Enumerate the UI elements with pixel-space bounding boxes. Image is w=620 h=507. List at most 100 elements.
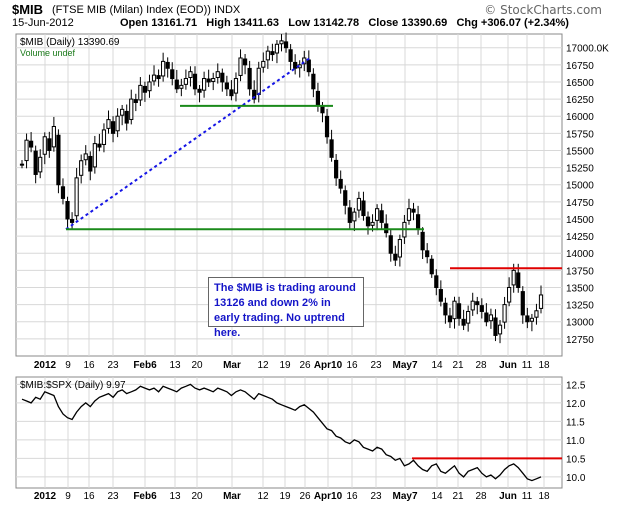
candle [529,313,534,332]
candle-body [324,115,330,138]
candle-body [466,310,471,324]
candle [525,307,530,329]
x-tick-label: 20 [191,491,203,502]
candle-body [242,58,248,66]
candle [83,145,88,166]
candle-body [238,57,243,76]
candle-body [88,155,93,172]
candle [470,292,475,316]
candle-body [470,300,475,311]
x-tick-label: 21 [452,360,464,371]
candle-body [69,218,75,223]
candle-body [479,305,484,312]
candle-body [211,78,216,82]
candle [242,54,248,75]
y-tick-label: 15000 [566,181,594,192]
y-tick-label: 12750 [566,335,594,346]
candle [197,85,202,103]
x-tick-label: 12 [257,491,269,502]
candle-body [247,67,252,90]
y-tick-label: 14750 [566,198,594,209]
y-tick-label: 10.5 [566,454,586,465]
x-tick-label: 18 [538,491,550,502]
candle [74,168,79,221]
candle [425,243,430,264]
ratio-legend: $MIB:$SPX (Daily) 9.97 [20,380,126,391]
candle [29,132,34,153]
candle-body [343,190,348,206]
x-tick-label: 12 [257,360,269,371]
candle-body [493,317,498,336]
candle [179,78,184,97]
candle-body [411,208,416,213]
candle-body [224,82,229,90]
candle [106,110,111,134]
candle-body [179,84,184,89]
candle [211,72,216,91]
x-tick-label: Mar [223,491,241,502]
candle [475,296,480,315]
candle [306,50,311,77]
x-tick-label: 16 [346,360,358,371]
chg-value: +306.07 (+2.34%) [480,17,569,29]
candle [192,66,198,96]
candle-body [165,61,170,69]
candle [279,34,284,52]
candle [365,211,371,235]
y-tick-label: 17000.0K [566,44,609,55]
y-tick-label: 14500 [566,215,594,226]
x-tick-label: May7 [392,491,417,502]
candle-body [115,115,120,132]
candle-body [452,300,457,320]
x-tick-label: 16 [346,491,358,502]
candle-body [261,60,266,68]
y-tick-label: 16750 [566,61,594,72]
y-tick-label: 14000 [566,249,594,260]
candle-body [525,315,530,323]
candle-body [293,61,298,69]
candle [170,62,175,86]
candle-body [288,49,293,62]
candle [311,68,316,98]
candle-body [33,150,38,175]
candle [329,129,334,162]
candle-body [538,294,544,309]
candle-body [215,71,220,79]
candle [229,80,234,101]
trendline [65,57,311,231]
candle-body [65,201,70,220]
candle-body [420,231,425,251]
candle [19,160,25,169]
candle [356,191,361,218]
chart-symbol: $MIB [12,2,44,17]
x-tick-label: 23 [107,491,119,502]
candle [338,170,343,194]
candle-body [129,98,134,120]
candle-body [192,73,198,90]
candle-body [60,186,66,199]
open-value: 13161.71 [151,17,198,29]
candle [429,255,434,278]
x-tick-label: 19 [279,491,291,502]
candle-body [229,89,234,97]
candle-body [438,289,443,302]
x-tick-label: 14 [431,491,443,502]
chg-label: Chg [456,17,478,29]
candle-body [302,57,307,65]
x-tick-label: 9 [65,491,71,502]
candle-body [202,78,207,91]
x-tick-label: 11 [522,360,533,371]
candle [165,57,170,78]
chart-annotation: The $MIB is trading around 13126 and dow… [208,277,364,339]
candle-body [507,286,512,303]
candle [47,131,52,158]
candle-body [170,69,175,80]
candle-body [425,250,430,258]
candle-body [511,269,516,286]
candle-body [397,239,402,258]
x-tick-label: May7 [392,360,417,371]
candle [466,305,471,332]
y-tick-label: 12.0 [566,399,586,410]
low-label: Low [288,17,311,29]
x-tick-label: 26 [299,360,311,371]
